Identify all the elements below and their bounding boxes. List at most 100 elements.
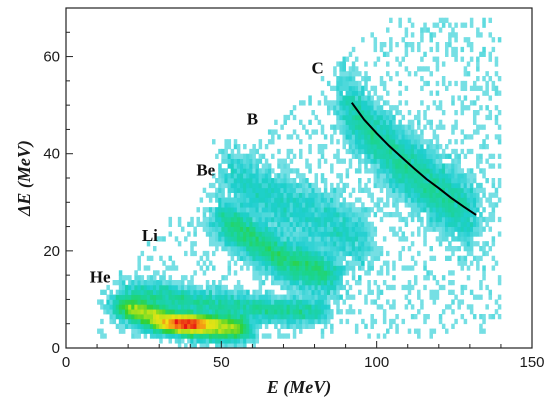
density-cell [392,182,396,189]
density-cell [454,207,458,213]
density-cell [187,280,191,286]
density-cell [202,304,207,310]
density-cell [407,187,412,193]
density-cell [267,333,272,339]
density-cell [342,139,346,145]
density-cell [342,100,346,106]
density-cell [361,236,365,242]
density-cell [435,124,440,130]
density-cell [494,192,499,198]
density-cell [345,76,350,82]
density-cell [299,270,303,276]
density-cell [174,338,179,344]
density-cell [413,328,418,334]
density-cell [236,144,241,150]
density-cell [243,144,247,150]
density-cell [277,226,281,232]
density-cell [451,212,455,218]
density-cell [367,134,371,140]
density-cell [159,284,163,291]
density-cell [382,212,387,218]
density-cell [243,153,247,159]
density-cell [404,27,409,33]
density-cell [445,168,449,174]
density-cell [289,289,294,295]
density-cell [314,178,319,184]
density-cell [435,134,440,140]
density-cell [401,192,406,198]
density-cell [267,294,272,300]
density-cell [317,187,322,193]
density-cell [243,236,247,242]
density-cell [159,289,163,295]
density-cell [348,110,353,116]
density-cell [180,333,185,339]
density-cell [451,231,455,237]
density-cell [121,299,126,305]
density-cell [358,119,362,125]
density-cell [283,221,287,227]
density-cell [239,343,244,348]
density-cell [239,314,244,320]
density-cell [177,323,182,329]
density-cell [358,158,362,164]
density-cell [342,202,346,208]
density-cell [379,173,384,179]
density-cell [305,163,309,169]
density-cell [236,241,241,247]
density-cell [246,289,250,295]
density-cell [336,270,340,276]
density-cell [249,246,253,252]
density-cell [336,265,340,271]
density-cell [202,309,207,315]
density-cell [252,275,256,281]
density-cell [432,22,437,28]
density-cell [162,318,166,325]
density-cell [302,236,306,242]
density-cell [218,338,222,344]
density-cell [361,241,365,247]
density-cell [345,90,350,96]
density-cell [385,178,390,184]
density-cell [314,270,319,276]
density-cell [283,207,287,213]
density-cell [454,46,458,53]
density-cell [417,163,421,169]
density-cell [283,202,287,208]
density-cell [274,270,278,276]
density-cell [435,56,440,62]
density-cell [243,333,247,339]
density-cell [255,158,260,164]
density-cell [317,289,322,295]
density-cell [320,260,325,266]
density-cell [454,178,458,184]
density-cell [305,197,309,203]
density-cell [417,294,421,300]
density-cell [218,328,222,334]
density-cell [146,314,151,320]
density-cell [292,284,297,291]
density-cell [258,168,263,174]
density-cell [345,173,350,179]
density-cell [345,270,350,276]
density-cell [295,250,300,257]
density-cell [364,134,368,140]
density-cell [280,197,284,203]
density-cell [407,148,412,155]
density-cell [227,163,232,169]
density-cell [326,192,331,198]
density-cell [289,260,294,266]
density-cell [342,226,346,232]
density-cell [454,168,458,174]
density-cell [385,61,390,67]
density-cell [249,216,253,223]
density-cell [283,231,287,237]
density-cell [345,148,350,155]
density-cell [264,299,269,305]
density-cell [249,163,253,169]
density-cell [152,299,157,305]
density-cell [184,323,188,329]
density-cell [491,46,496,53]
density-cell [367,187,371,193]
density-cell [494,309,499,315]
